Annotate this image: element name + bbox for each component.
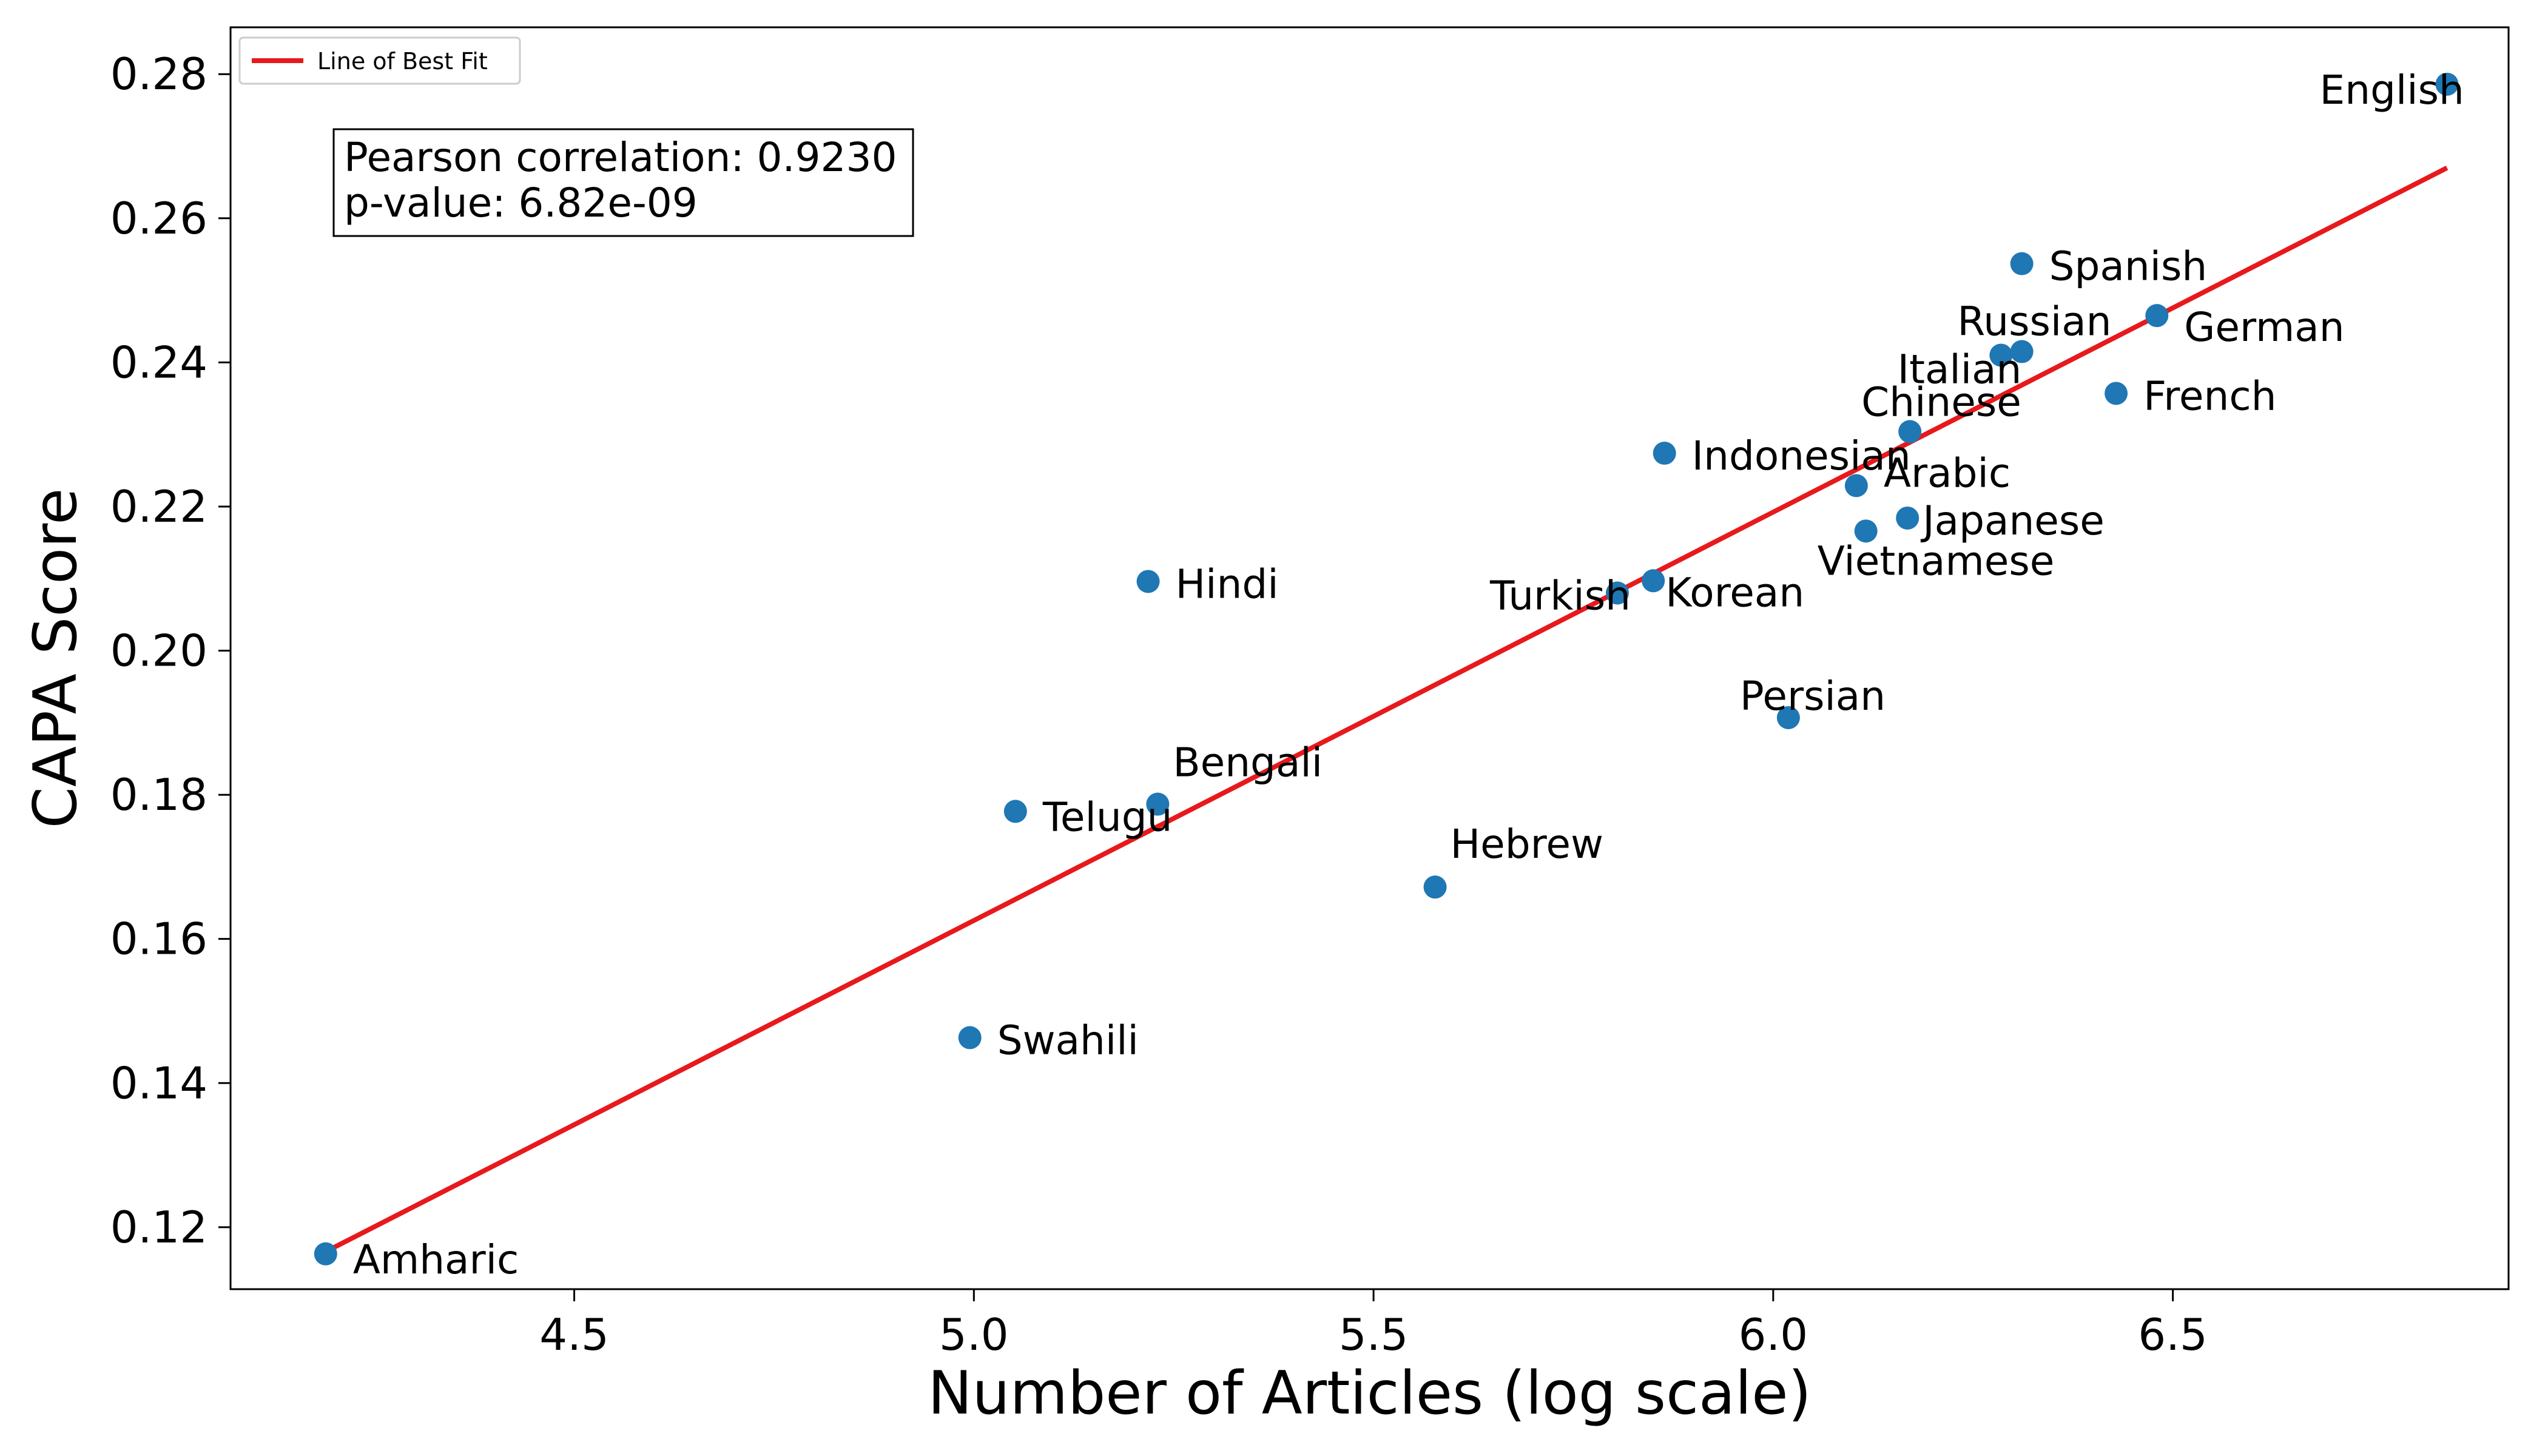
x-tick-label: 4.5 [539, 1309, 609, 1360]
point-label-japanese: Japanese [1920, 497, 2105, 544]
point-label-korean: Korean [1665, 569, 1804, 616]
x-tick-label: 5.0 [939, 1309, 1009, 1360]
point-indonesian [1653, 442, 1676, 465]
y-tick-label: 0.28 [110, 49, 207, 99]
y-axis-label: CAPA Score [21, 488, 90, 829]
point-arabic [1844, 474, 1868, 497]
y-tick-label: 0.22 [110, 481, 207, 532]
y-tick-label: 0.14 [110, 1057, 207, 1108]
y-tick-label: 0.18 [110, 769, 207, 820]
point-label-french: French [2143, 372, 2276, 419]
point-turkish [1605, 581, 1629, 605]
y-tick-label: 0.24 [110, 337, 207, 388]
point-label-swahili: Swahili [997, 1017, 1139, 1063]
pearson-correlation-text: Pearson correlation: 0.9230 [344, 134, 897, 181]
point-label-english: English [2320, 67, 2464, 113]
point-hindi [1136, 570, 1160, 593]
x-tick-label: 6.5 [2138, 1309, 2208, 1360]
y-axis-ticks: 0.12 0.14 0.16 0.18 0.20 0.22 0.24 0.26 0.28 [110, 49, 231, 1253]
p-value-text: p-value: 6.82e-09 [344, 180, 698, 226]
point-label-arabic: Arabic [1884, 450, 2010, 496]
point-german [2145, 304, 2169, 328]
point-label-german: German [2184, 304, 2344, 351]
point-label-bengali: Bengali [1173, 740, 1323, 786]
point-telugu [1003, 800, 1027, 823]
point-label-hindi: Hindi [1176, 561, 1279, 607]
point-label-spanish: Spanish [2049, 243, 2208, 290]
point-japanese [1896, 506, 1919, 530]
plot-frame [229, 26, 2510, 1290]
point-label-persian: Persian [1740, 673, 1886, 720]
stats-box [332, 128, 914, 237]
point-label-russian: Russian [1957, 298, 2111, 345]
point-hebrew [1423, 875, 1447, 899]
point-french [2105, 382, 2128, 405]
point-russian [1989, 343, 2013, 367]
point-label-turkish: Turkish [1489, 572, 1631, 619]
y-tick-label: 0.20 [110, 625, 207, 676]
best-fit-line [324, 166, 2449, 1254]
point-english [2435, 72, 2459, 96]
x-axis-label: Number of Articles (log scale) [928, 1359, 1812, 1428]
point-italian [2010, 340, 2034, 363]
point-label-vietnamese: Vietnamese [1818, 538, 2055, 584]
point-persian [1776, 706, 1800, 730]
y-tick-label: 0.12 [110, 1202, 207, 1253]
legend: Line of Best Fit [238, 36, 521, 85]
point-bengali [1146, 792, 1170, 816]
stats-annotation: Pearson correlation: 0.9230 p-value: 6.8… [332, 128, 914, 237]
point-korean [1642, 569, 1665, 593]
point-label-amharic: Amharic [353, 1236, 519, 1283]
point-spanish [2010, 252, 2034, 275]
y-tick-label: 0.16 [110, 914, 207, 965]
x-tick-label: 6.0 [1739, 1309, 1808, 1360]
point-label-indonesian: Indonesian [1692, 433, 1911, 479]
x-axis-ticks: 4.5 5.0 5.5 6.0 6.5 [539, 1289, 2208, 1360]
x-tick-label: 5.5 [1339, 1309, 1409, 1360]
point-label-telugu: Telugu [1042, 794, 1173, 840]
fit-layer [324, 166, 2449, 1254]
point-amharic [314, 1242, 337, 1266]
point-label-chinese: Chinese [1861, 379, 2021, 425]
y-tick-label: 0.26 [110, 193, 207, 244]
point-label-hebrew: Hebrew [1451, 821, 1603, 868]
point-label-italian: Italian [1898, 346, 2022, 393]
legend-label: Line of Best Fit [317, 48, 488, 75]
point-chinese [1898, 420, 1922, 443]
points-layer [314, 72, 2459, 1266]
point-vietnamese [1854, 519, 1878, 543]
point-swahili [958, 1026, 982, 1050]
legend-box [238, 36, 521, 85]
